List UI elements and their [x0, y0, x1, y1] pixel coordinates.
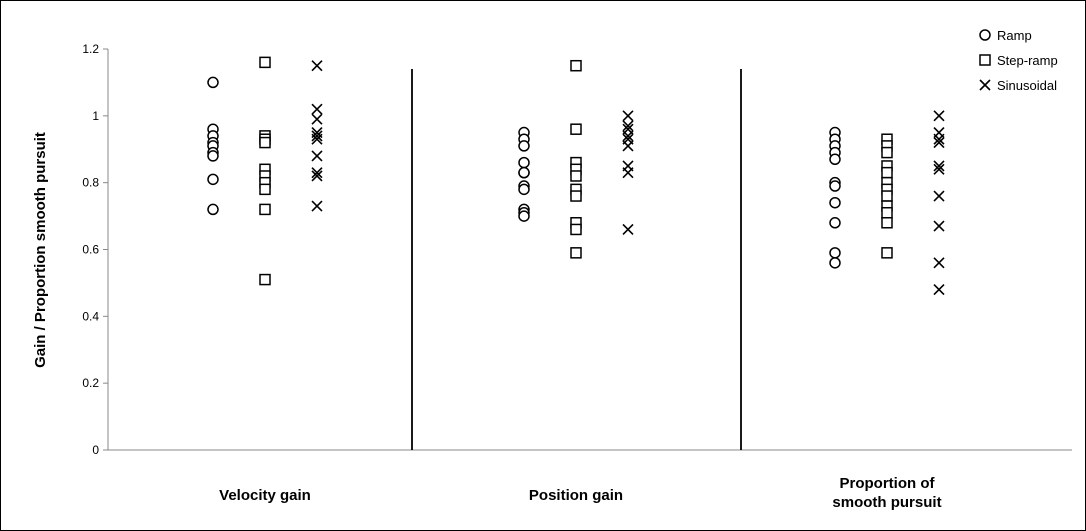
data-point-ramp	[518, 166, 530, 179]
data-point-sinusoidal	[311, 200, 323, 212]
data-point-ramp	[829, 247, 841, 259]
category-label: Proportion of	[840, 475, 936, 492]
data-point-sinusoidal	[311, 130, 323, 142]
data-point-sinusoidal	[311, 60, 323, 72]
data-points	[207, 56, 945, 296]
data-point-ramp	[829, 196, 841, 209]
data-point-step-ramp	[881, 217, 893, 229]
data-point-step-ramp	[259, 56, 271, 69]
data-point-ramp	[829, 257, 841, 269]
data-point-sinusoidal	[622, 130, 634, 142]
data-point-step-ramp	[570, 170, 582, 182]
data-point-step-ramp	[570, 123, 582, 135]
legend-label: Ramp	[997, 28, 1032, 43]
data-point-sinusoidal	[622, 140, 634, 152]
data-point-sinusoidal	[311, 167, 323, 179]
data-point-step-ramp	[259, 183, 271, 196]
legend-marker-ramp	[979, 29, 991, 41]
data-point-ramp	[207, 150, 219, 162]
data-point-sinusoidal	[933, 110, 945, 122]
data-point-step-ramp	[259, 203, 271, 216]
data-point-sinusoidal	[311, 103, 323, 115]
data-point-ramp	[518, 140, 530, 152]
y-tick-label: 1.2	[82, 42, 99, 56]
y-tick-labels: 0 0.2 0.4 0.6 0.8 1 1.2	[82, 42, 99, 457]
data-point-step-ramp	[570, 247, 582, 259]
data-point-step-ramp	[881, 190, 893, 202]
data-point-ramp	[518, 183, 530, 196]
data-point-step-ramp	[570, 223, 582, 236]
data-point-sinusoidal	[311, 150, 323, 162]
data-point-sinusoidal	[622, 223, 634, 236]
data-point-sinusoidal	[933, 163, 945, 175]
data-point-sinusoidal	[933, 137, 945, 149]
data-point-step-ramp	[881, 247, 893, 259]
data-point-step-ramp	[881, 206, 893, 219]
data-point-ramp	[829, 217, 841, 229]
legend: Ramp Step-ramp Sinusoidal	[979, 28, 1058, 93]
data-point-sinusoidal	[933, 190, 945, 202]
axes	[103, 48, 1072, 451]
data-point-ramp	[207, 173, 219, 186]
data-point-sinusoidal	[311, 170, 323, 182]
data-point-step-ramp	[570, 59, 582, 72]
legend-marker-step-ramp	[979, 54, 991, 66]
data-point-sinusoidal	[311, 133, 323, 145]
data-point-ramp	[518, 156, 530, 169]
data-point-ramp	[518, 210, 530, 222]
y-tick-label: 0	[92, 443, 99, 457]
data-point-ramp	[829, 180, 841, 192]
legend-marker-sinusoidal	[979, 79, 991, 91]
y-tick-label: 0.2	[82, 376, 99, 390]
data-point-sinusoidal	[622, 120, 634, 132]
data-point-step-ramp	[570, 190, 582, 202]
data-point-sinusoidal	[622, 110, 634, 122]
legend-label: Step-ramp	[997, 53, 1058, 68]
data-point-sinusoidal	[933, 220, 945, 232]
y-tick-label: 0.8	[82, 176, 99, 190]
y-axis-title: Gain / Proportion smooth pursuit	[32, 132, 49, 368]
data-point-sinusoidal	[622, 167, 634, 179]
data-point-sinusoidal	[933, 257, 945, 269]
data-point-sinusoidal	[933, 133, 945, 145]
data-point-sinusoidal	[933, 160, 945, 172]
data-point-step-ramp	[259, 273, 271, 286]
data-point-ramp	[829, 153, 841, 166]
category-label: Velocity gain	[219, 487, 311, 504]
category-labels: Velocity gain Position gain Proportion of s…	[219, 475, 941, 511]
category-label: Position gain	[529, 487, 623, 504]
data-point-step-ramp	[259, 136, 271, 149]
data-point-sinusoidal	[933, 284, 945, 296]
data-point-ramp	[207, 203, 219, 216]
data-point-ramp	[207, 76, 219, 89]
data-point-step-ramp	[881, 166, 893, 179]
y-tick-label: 0.6	[82, 243, 99, 257]
legend-label: Sinusoidal	[997, 78, 1057, 93]
data-point-step-ramp	[881, 146, 893, 159]
y-tick-label: 1	[92, 109, 99, 123]
category-label: smooth pursuit	[832, 494, 941, 511]
y-tick-label: 0.4	[82, 309, 99, 323]
group-separators	[411, 69, 742, 450]
data-point-sinusoidal	[311, 113, 323, 125]
